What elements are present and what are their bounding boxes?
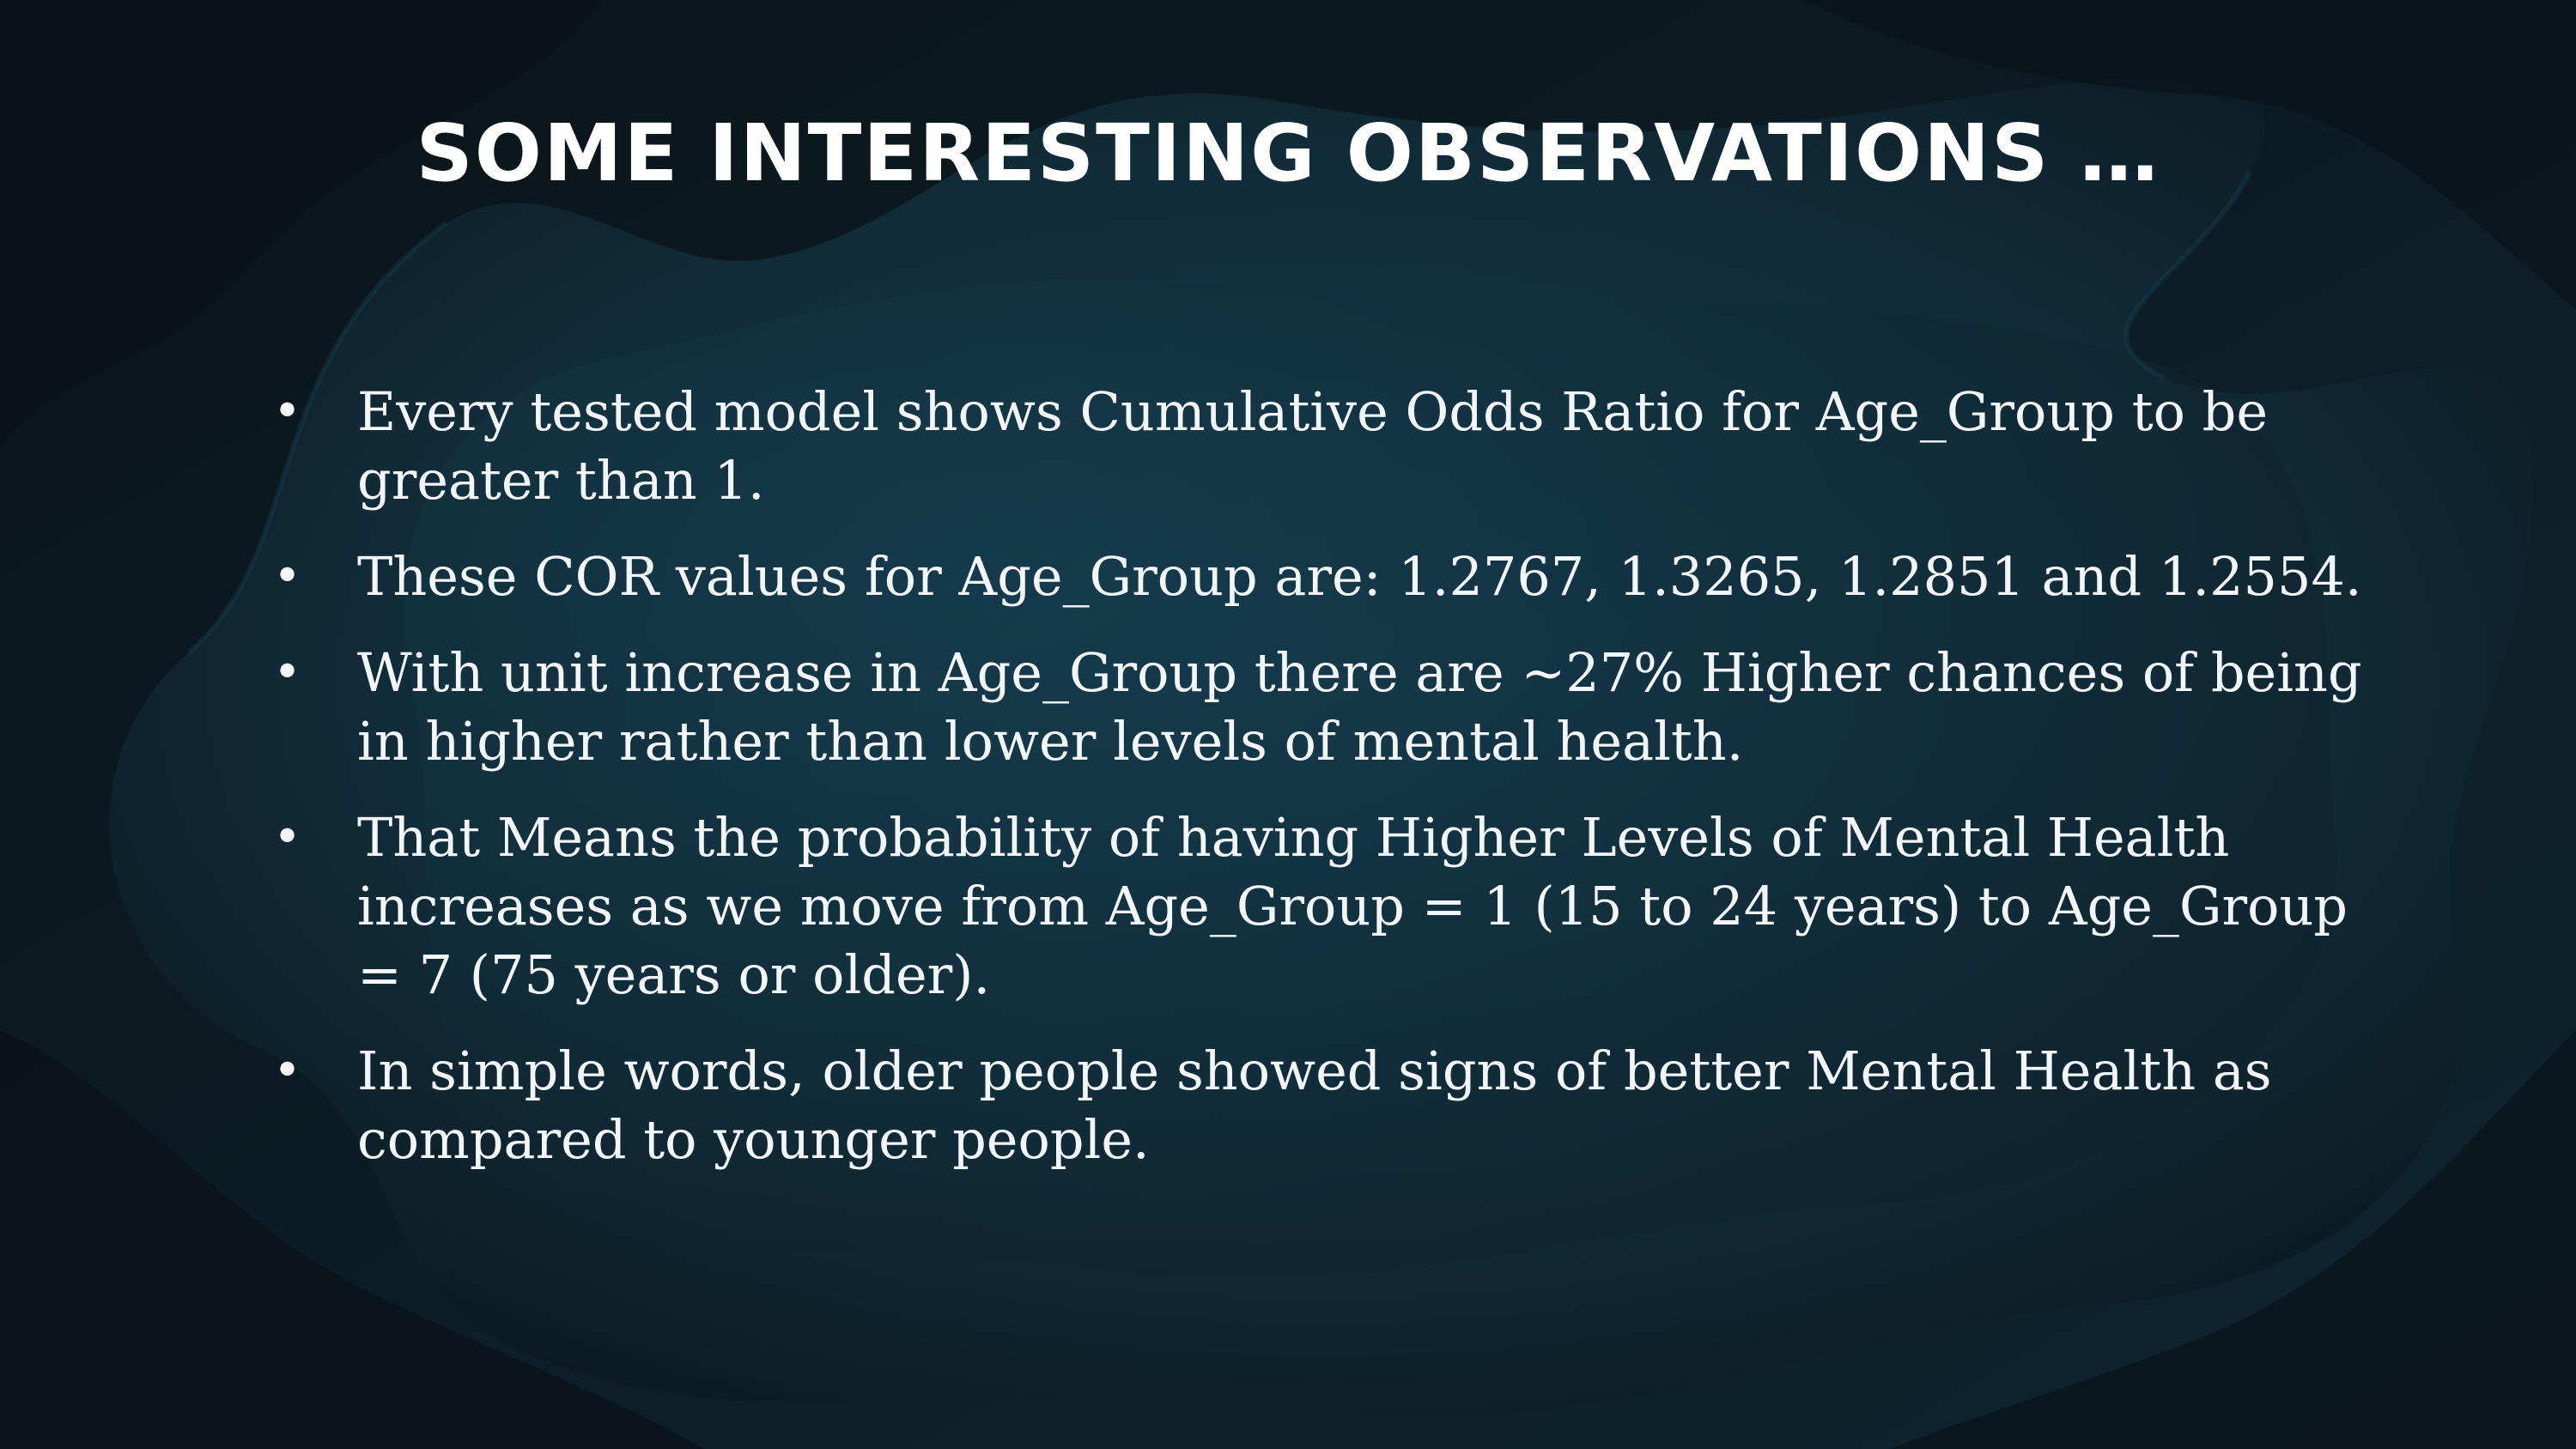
- bullet-dot-icon: •: [273, 549, 302, 604]
- bullet-dot-icon: •: [273, 645, 302, 700]
- bullet-item: • That Means the probability of having H…: [273, 803, 2368, 1009]
- bullet-dot-icon: •: [273, 1043, 302, 1099]
- bullet-dot-icon: •: [273, 384, 302, 440]
- bullet-text: In simple words, older people showed sig…: [357, 1040, 2272, 1171]
- bullet-item: • With unit increase in Age_Group there …: [273, 639, 2368, 776]
- bullet-item: • Every tested model shows Cumulative Od…: [273, 378, 2368, 515]
- bullet-item: • These COR values for Age_Group are: 1.…: [273, 543, 2368, 611]
- bullet-text: These COR values for Age_Group are: 1.27…: [357, 545, 2362, 608]
- bullet-item: • In simple words, older people showed s…: [273, 1037, 2368, 1174]
- bullet-list: • Every tested model shows Cumulative Od…: [273, 378, 2368, 1202]
- bullet-text: With unit increase in Age_Group there ar…: [357, 641, 2362, 773]
- bullet-text: Every tested model shows Cumulative Odds…: [357, 380, 2269, 512]
- bullet-dot-icon: •: [273, 809, 302, 865]
- slide-title: SOME INTERESTING OBSERVATIONS …: [416, 107, 2160, 199]
- bullet-text: That Means the probability of having Hig…: [357, 806, 2348, 1006]
